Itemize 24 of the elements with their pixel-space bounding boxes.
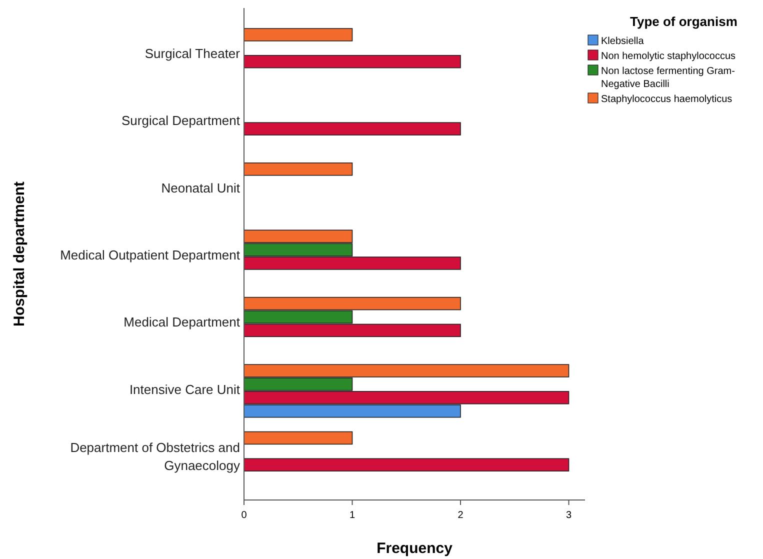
y-tick-label: Medical Department: [124, 315, 240, 330]
x-tick-label: 3: [566, 510, 572, 521]
y-tick-label: Surgical Theater: [144, 46, 241, 62]
x-tick-label: 0: [241, 510, 248, 521]
y-tick-label: Medical Outpatient Department: [60, 248, 240, 263]
y-tick-label: Neonatal Unit: [161, 180, 240, 196]
bar: [244, 162, 353, 176]
bar: [244, 28, 353, 42]
legend-title: Type of organism: [630, 14, 738, 29]
bar: [244, 458, 570, 472]
bar: [244, 54, 461, 68]
legend-label: Non lactose fermenting Gram-Negative Bacilli: [601, 66, 735, 90]
legend-label: Staphylococcus haemolyticus: [601, 94, 732, 105]
x-axis-title: Frequency: [376, 540, 454, 557]
y-tick-label: Intensive Care Unit: [129, 382, 240, 398]
x-tick-label: 1: [349, 510, 356, 521]
y-tick-label: Surgical Department: [122, 114, 240, 129]
bar: [244, 122, 461, 136]
y-tick-label: Department of Obstetrics and Gynaecology: [70, 440, 240, 474]
legend-label: Non hemolytic staphylococcus: [601, 51, 736, 62]
bar: [244, 431, 353, 445]
legend-label: Klebsiella: [601, 36, 644, 47]
y-axis-title: Hospital department: [11, 181, 28, 327]
x-tick-label: 2: [458, 510, 464, 521]
